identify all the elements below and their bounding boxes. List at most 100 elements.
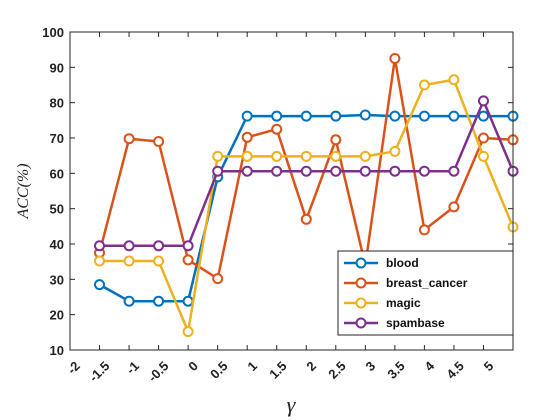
legend-entry-magic: magic [344, 296, 421, 310]
legend-label: magic [386, 296, 421, 310]
y-axis-title: ACC(%) [15, 163, 32, 219]
x-tick-label: 2 [303, 358, 319, 374]
data-point [448, 74, 460, 86]
x-tick-label: -1 [123, 358, 142, 377]
data-point [389, 145, 401, 157]
x-tick-label: -0.5 [145, 358, 171, 384]
x-tick-label: 2.5 [325, 358, 348, 381]
data-point [478, 150, 489, 162]
data-point [389, 110, 401, 122]
y-tick-label: 80 [50, 96, 64, 111]
data-point [123, 255, 135, 267]
x-tick-label: 0.5 [207, 358, 230, 381]
series-blood [94, 109, 519, 307]
data-point [478, 95, 489, 107]
x-tick-label: 4 [422, 358, 438, 374]
x-tick-label: 3.5 [384, 358, 407, 381]
data-point [94, 255, 105, 267]
legend-swatch-marker [355, 297, 367, 309]
y-tick-label: 20 [50, 308, 64, 323]
y-tick-label: 30 [50, 272, 64, 287]
data-point [94, 279, 105, 291]
y-tick-label: 40 [50, 237, 64, 252]
data-point [153, 240, 165, 252]
x-tick-label: -2 [64, 358, 83, 377]
data-point [300, 110, 312, 122]
data-point [330, 134, 342, 146]
data-point [418, 79, 430, 91]
data-point [182, 240, 194, 252]
data-point [389, 53, 401, 64]
data-point [448, 165, 460, 177]
data-point [418, 110, 430, 122]
legend-entry-spambase: spambase [344, 316, 445, 330]
data-point [300, 150, 312, 162]
series-magic [94, 74, 519, 338]
data-point [330, 110, 342, 122]
series-lines [94, 53, 519, 338]
x-axis-title: γ [287, 392, 297, 417]
data-point [271, 150, 283, 162]
data-point [330, 165, 342, 177]
data-point [241, 110, 253, 122]
x-tick-label: 4.5 [443, 358, 466, 381]
x-tick-label: 0 [185, 358, 201, 374]
data-point [123, 240, 135, 252]
y-tick-label: 50 [50, 202, 64, 217]
data-point [418, 224, 430, 236]
data-point [153, 295, 165, 307]
data-point [212, 273, 224, 285]
x-tick-label: 5 [481, 358, 497, 374]
data-point [271, 110, 283, 122]
legend-entry-breast-cancer: breast_cancer [344, 276, 468, 290]
legend-label: breast_cancer [386, 276, 468, 290]
legend-swatch-marker [355, 257, 367, 269]
data-point [241, 150, 253, 162]
legend-swatch-marker [355, 317, 367, 329]
legend-box [337, 250, 514, 336]
data-point [359, 150, 371, 162]
data-point [153, 136, 165, 147]
data-point [359, 165, 371, 177]
y-tick-label: 60 [50, 166, 64, 181]
x-tick-label: 1 [244, 358, 260, 374]
data-point [271, 123, 283, 135]
x-tick-label: 3 [363, 358, 379, 374]
data-point [241, 131, 253, 143]
data-point [418, 165, 430, 177]
series-breast-cancer [94, 53, 519, 285]
legend-entry-blood: blood [344, 256, 419, 270]
legend-label: blood [386, 256, 419, 270]
y-tick-label: 10 [50, 343, 64, 358]
data-point [300, 213, 312, 225]
x-tick-label: -1.5 [86, 358, 112, 384]
data-point [182, 254, 194, 266]
data-point [212, 150, 224, 162]
data-point [330, 150, 342, 162]
y-tick-label: 70 [50, 131, 64, 146]
data-point [212, 165, 224, 177]
data-point [182, 326, 194, 338]
data-point [271, 165, 283, 177]
data-point [389, 165, 401, 177]
data-point [359, 109, 371, 121]
data-point [123, 133, 135, 145]
legend-swatch-marker [355, 277, 367, 289]
y-tick-label: 100 [42, 25, 64, 40]
data-point [478, 132, 489, 144]
data-point [153, 255, 165, 267]
y-tick-label: 90 [50, 60, 64, 75]
data-point [478, 110, 489, 122]
data-point [241, 165, 253, 177]
data-point [448, 110, 460, 122]
data-point [94, 240, 105, 252]
legend-label: spambase [386, 316, 445, 330]
plot-frame [69, 31, 514, 351]
data-point [123, 295, 135, 307]
data-point [182, 295, 194, 307]
x-tick-label: 1.5 [266, 358, 289, 381]
data-point [300, 165, 312, 177]
